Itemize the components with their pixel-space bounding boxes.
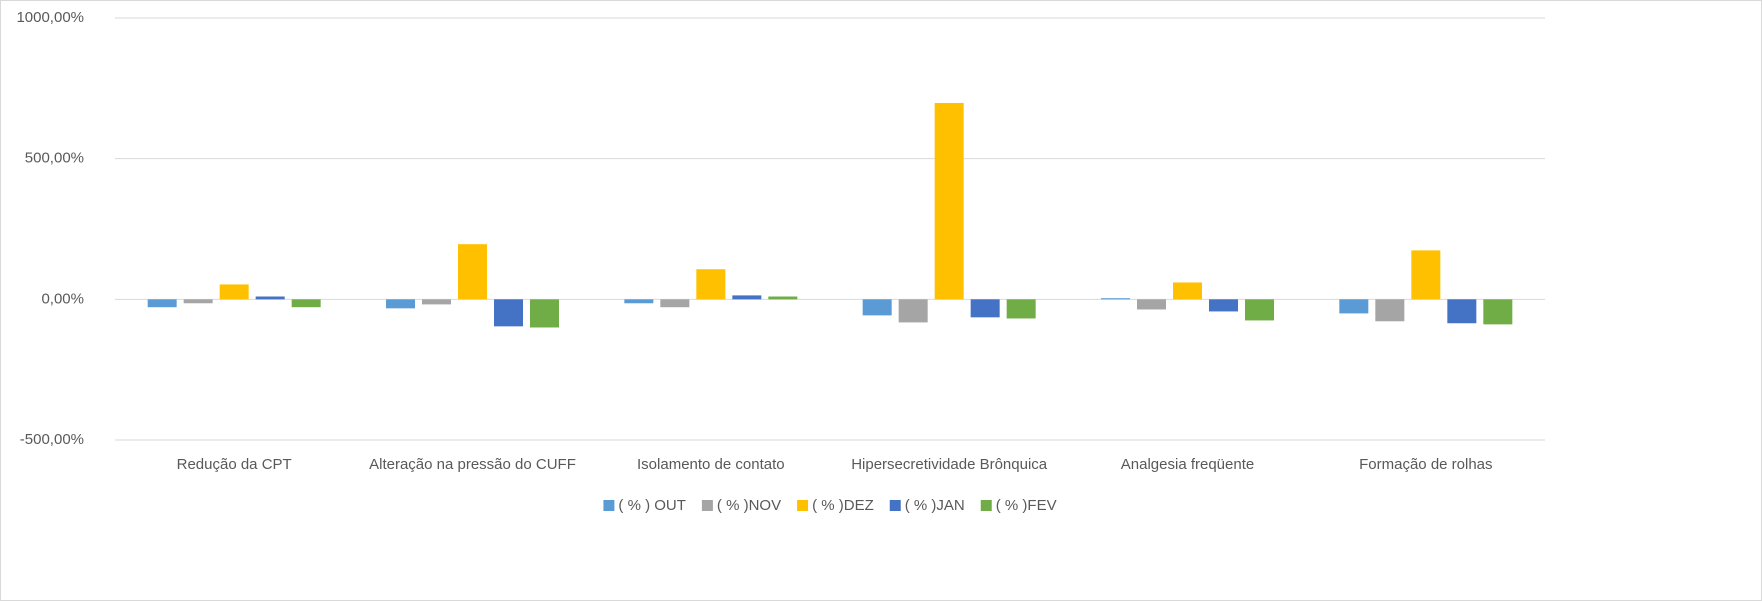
bar: [1173, 282, 1202, 300]
bar: [1411, 250, 1441, 300]
bar: [530, 299, 559, 328]
bar: [898, 299, 928, 323]
bar: [624, 299, 654, 304]
bar: [1339, 299, 1369, 314]
legend-label: ( % )JAN: [905, 497, 965, 514]
x-tick-label: Formação de rolhas: [1359, 456, 1492, 473]
x-tick-label: Hipersecretividade Brônquica: [851, 456, 1048, 473]
bar: [1245, 299, 1274, 321]
bar: [660, 299, 690, 308]
bar: [1483, 299, 1513, 325]
legend-label: ( % )NOV: [717, 497, 781, 514]
legend-swatch: [797, 500, 809, 511]
bar: [970, 299, 1000, 318]
legend-label: ( % )DEZ: [812, 497, 874, 514]
legend-swatch: [603, 500, 615, 511]
bar: [1006, 299, 1036, 319]
bar: [458, 244, 487, 300]
bar: [1137, 299, 1166, 310]
bar: [386, 299, 415, 309]
bar: [422, 299, 451, 305]
y-tick-label: 500,00%: [25, 150, 84, 167]
legend-label: ( % ) OUT: [618, 497, 686, 514]
bar: [183, 299, 213, 304]
bar: [862, 299, 892, 316]
y-tick-label: -500,00%: [20, 431, 84, 448]
x-tick-label: Redução da CPT: [177, 456, 292, 473]
x-tick-label: Analgesia freqüente: [1121, 456, 1254, 473]
legend-swatch: [980, 500, 992, 511]
bar: [768, 296, 798, 300]
legend-swatch: [701, 500, 713, 511]
bar: [1101, 298, 1130, 300]
legend-swatch: [889, 500, 901, 511]
legend-label: ( % )FEV: [996, 497, 1057, 514]
bar: [934, 102, 964, 300]
bar: [732, 295, 762, 300]
y-tick-label: 1000,00%: [16, 9, 84, 26]
bar: [1209, 299, 1238, 312]
bar: [1447, 299, 1477, 324]
y-tick-label: 0,00%: [41, 290, 84, 307]
bar: [1375, 299, 1405, 322]
x-tick-label: Isolamento de contato: [637, 456, 785, 473]
bar: [291, 299, 321, 308]
bar: [494, 299, 523, 327]
bar: [147, 299, 177, 308]
bar: [255, 296, 285, 300]
bar: [696, 269, 726, 300]
bar: [219, 284, 249, 300]
x-tick-label: Alteração na pressão do CUFF: [369, 456, 576, 473]
